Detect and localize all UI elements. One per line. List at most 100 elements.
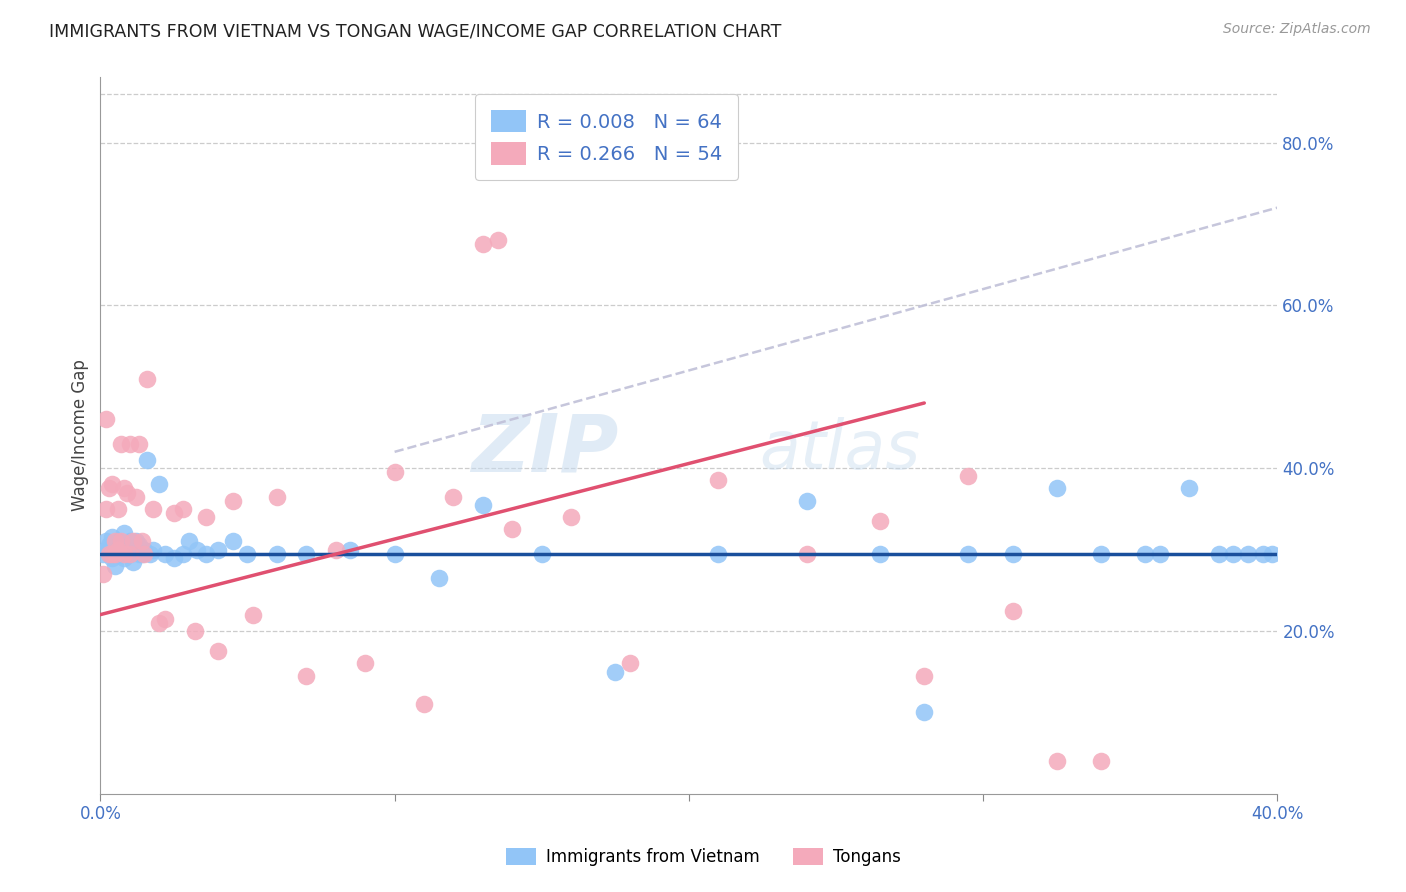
Point [172, 501, 194, 516]
Point [912, 668, 935, 682]
Point [131, 534, 153, 549]
Point [128, 436, 150, 450]
Point [118, 534, 141, 549]
Point [471, 498, 494, 512]
Point [413, 697, 436, 711]
Y-axis label: Wage/Income Gap: Wage/Income Gap [72, 359, 89, 511]
Point [266, 547, 288, 561]
Point [104, 558, 127, 573]
Point [124, 534, 146, 549]
Point [1178, 482, 1201, 496]
Point [236, 547, 259, 561]
Point [115, 547, 138, 561]
Point [486, 233, 509, 247]
Point [163, 550, 186, 565]
Point [186, 542, 208, 557]
Point [796, 547, 818, 561]
Text: atlas: atlas [759, 417, 921, 483]
Point [1260, 547, 1282, 561]
Point [112, 550, 135, 565]
Point [242, 607, 264, 622]
Point [96, 501, 118, 516]
Point [207, 542, 229, 557]
Point [101, 530, 124, 544]
Point [96, 412, 118, 426]
Point [136, 453, 159, 467]
Legend: R = 0.008   N = 64, R = 0.266   N = 54: R = 0.008 N = 64, R = 0.266 N = 54 [475, 95, 738, 180]
Point [139, 547, 162, 561]
Point [107, 547, 129, 561]
Point [177, 534, 200, 549]
Point [1149, 547, 1171, 561]
Point [957, 547, 980, 561]
Point [142, 542, 165, 557]
Point [869, 547, 891, 561]
Point [98, 482, 121, 496]
Point [110, 547, 132, 561]
Point [107, 501, 129, 516]
Point [443, 490, 465, 504]
Point [427, 571, 450, 585]
Point [112, 547, 135, 561]
Point [183, 624, 205, 638]
Point [195, 510, 218, 524]
Point [869, 514, 891, 528]
Point [115, 542, 138, 557]
Point [110, 436, 132, 450]
Point [1133, 547, 1156, 561]
Point [163, 506, 186, 520]
Point [325, 542, 347, 557]
Point [112, 526, 135, 541]
Point [112, 482, 135, 496]
Point [222, 493, 245, 508]
Point [91, 566, 114, 581]
Point [1046, 482, 1069, 496]
Point [110, 542, 132, 557]
Point [619, 657, 641, 671]
Point [172, 547, 194, 561]
Point [1090, 547, 1112, 561]
Point [1001, 603, 1024, 617]
Point [142, 501, 165, 516]
Point [96, 542, 118, 557]
Point [195, 547, 218, 561]
Point [104, 542, 127, 557]
Text: Source: ZipAtlas.com: Source: ZipAtlas.com [1223, 22, 1371, 37]
Point [295, 668, 318, 682]
Point [153, 612, 176, 626]
Point [96, 534, 118, 549]
Point [101, 477, 124, 491]
Point [471, 237, 494, 252]
Legend: Immigrants from Vietnam, Tongans: Immigrants from Vietnam, Tongans [498, 840, 908, 875]
Point [1222, 547, 1244, 561]
Point [131, 547, 153, 561]
Point [707, 473, 730, 487]
Point [295, 547, 318, 561]
Point [339, 542, 361, 557]
Text: ZIP: ZIP [471, 411, 619, 489]
Point [118, 547, 141, 561]
Point [118, 547, 141, 561]
Point [796, 493, 818, 508]
Point [1090, 754, 1112, 768]
Point [110, 534, 132, 549]
Text: IMMIGRANTS FROM VIETNAM VS TONGAN WAGE/INCOME GAP CORRELATION CHART: IMMIGRANTS FROM VIETNAM VS TONGAN WAGE/I… [49, 22, 782, 40]
Point [124, 542, 146, 557]
Point [107, 542, 129, 557]
Point [153, 547, 176, 561]
Point [1001, 547, 1024, 561]
Point [148, 615, 170, 630]
Point [115, 485, 138, 500]
Point [101, 550, 124, 565]
Point [560, 510, 582, 524]
Point [91, 547, 114, 561]
Point [384, 547, 406, 561]
Point [1251, 547, 1274, 561]
Point [148, 477, 170, 491]
Point [110, 538, 132, 552]
Point [266, 490, 288, 504]
Point [605, 665, 627, 679]
Point [128, 538, 150, 552]
Point [136, 371, 159, 385]
Point [98, 547, 121, 561]
